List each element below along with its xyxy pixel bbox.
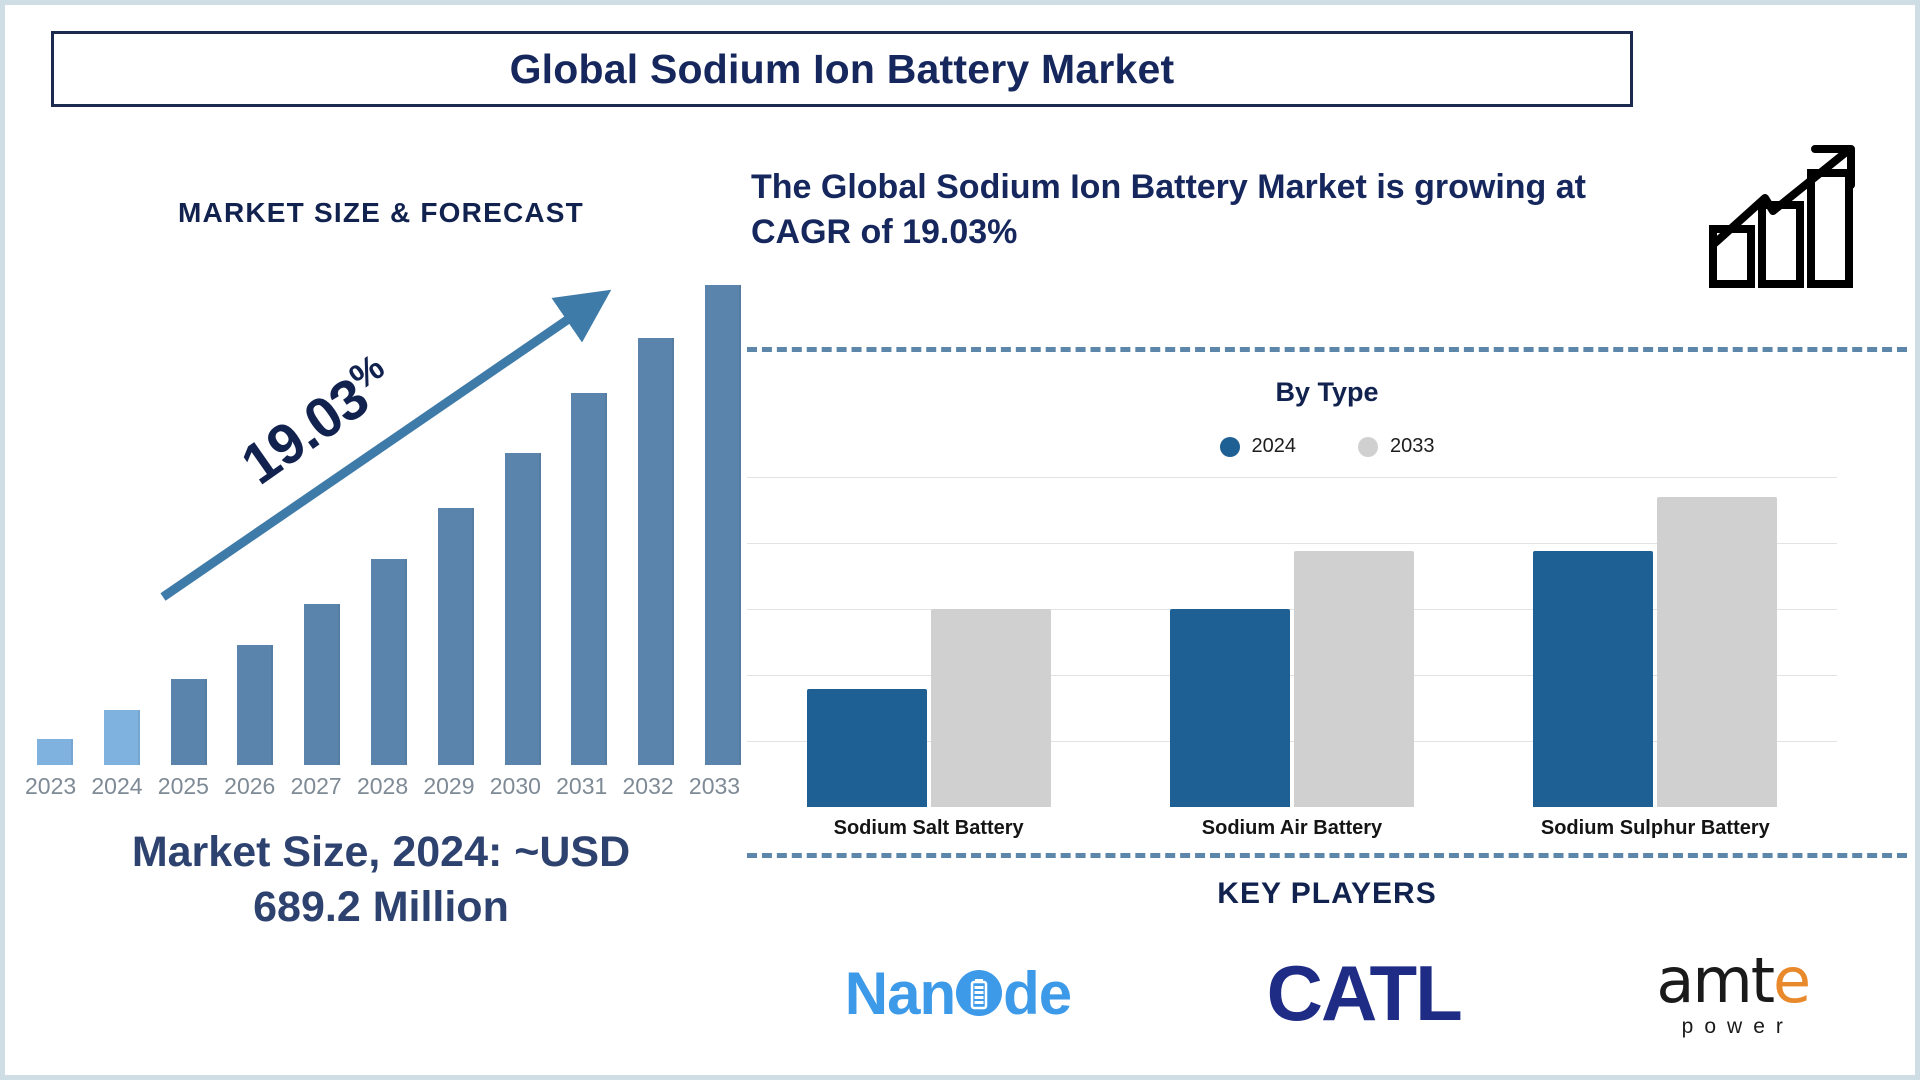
forecast-year-label: 2029	[423, 773, 475, 799]
page-title: Global Sodium Ion Battery Market	[509, 45, 1175, 92]
forecast-year-label: 2030	[489, 773, 541, 799]
logo-nanode: Nan de	[844, 959, 1072, 1028]
forecast-year-label: 2025	[157, 773, 209, 799]
market-forecast-chart: 19.03%	[31, 275, 747, 765]
logo-catl: CATL	[1266, 948, 1463, 1037]
forecast-bar	[638, 337, 675, 765]
by-type-category-label: Sodium Salt Battery	[833, 817, 1024, 839]
cagr-headline: The Global Sodium Ion Battery Market is …	[751, 168, 1586, 251]
logo-amte-power: amte power	[1656, 949, 1811, 1038]
by-type-bar	[1657, 496, 1778, 807]
forecast-bar	[370, 558, 407, 765]
by-type-chart	[747, 477, 1837, 807]
legend-item[interactable]: 2033	[1358, 435, 1435, 458]
battery-icon	[956, 970, 1003, 1016]
by-type-bars	[747, 477, 1837, 807]
growth-chart-icon	[1709, 145, 1855, 288]
forecast-bar	[304, 604, 341, 765]
by-type-bar	[1293, 551, 1414, 807]
key-players-logos: Nan de CATL amte power	[747, 933, 1907, 1053]
market-size-callout: Market Size, 2024: ~USD 689.2 Million	[23, 825, 739, 935]
gridline	[747, 609, 1837, 610]
forecast-bar	[437, 508, 474, 765]
right-panel: The Global Sodium Ion Battery Market is …	[747, 125, 1907, 1055]
forecast-year-label: 2028	[356, 773, 409, 799]
logo-amte-wordmark: amte	[1656, 949, 1811, 1012]
forecast-year-label: 2032	[622, 773, 674, 799]
bar-group	[1533, 496, 1778, 807]
gridline	[747, 675, 1837, 676]
logo-amte-subtext: power	[1681, 1014, 1794, 1038]
chart-gridlines	[747, 477, 1837, 807]
forecast-bar	[170, 678, 207, 765]
forecast-year-label: 2033	[688, 773, 741, 799]
divider-top	[747, 347, 1907, 352]
legend-color-dot	[1219, 436, 1240, 457]
by-type-bar	[1169, 608, 1290, 807]
by-type-heading: By Type	[1275, 377, 1379, 407]
forecast-year-axis: 2023 2024 2025 2026 2027 2028 2029 2030 2031 2032…	[23, 773, 741, 800]
left-panel: MARKET SIZE & FORECAST 19.03% 2023 2024 20…	[23, 125, 741, 1055]
forecast-bar	[504, 453, 541, 765]
bar-group	[806, 608, 1051, 807]
forecast-year-label: 2026	[224, 773, 276, 799]
forecast-year-label: 2027	[290, 773, 342, 799]
gridline	[747, 543, 1837, 544]
by-type-bar	[930, 608, 1051, 807]
market-size-line-1: Market Size, 2024: ~USD	[131, 828, 631, 876]
logo-nanode-text-1: Nan	[844, 959, 956, 1027]
key-players-heading: KEY PLAYERS	[1217, 877, 1437, 910]
legend-color-dot	[1358, 436, 1378, 457]
legend-label: 2024	[1251, 435, 1297, 457]
forecast-bar	[37, 738, 73, 765]
divider-bottom	[747, 853, 1907, 858]
by-type-bar	[806, 688, 927, 807]
forecast-bar	[704, 285, 741, 765]
page-title-box: Global Sodium Ion Battery Market	[51, 31, 1633, 107]
market-size-line-2: 689.2 Million	[253, 883, 509, 932]
by-type-category-axis: Sodium Salt Battery Sodium Air Battery Sod…	[747, 817, 1837, 840]
forecast-year-label: 2023	[25, 773, 77, 799]
logo-amte-accent-letter: e	[1773, 943, 1811, 1017]
by-type-category-label: Sodium Sulphur Battery	[1540, 817, 1770, 839]
market-size-forecast-heading: MARKET SIZE & FORECAST	[178, 197, 584, 228]
gridline	[747, 741, 1837, 742]
gridline	[747, 477, 1837, 478]
forecast-bar	[103, 709, 140, 765]
forecast-bar	[237, 645, 274, 765]
forecast-bars	[31, 275, 747, 765]
forecast-year-label: 2031	[556, 773, 608, 799]
logo-nanode-text-2: de	[1003, 959, 1072, 1027]
by-type-bar	[1533, 551, 1654, 807]
forecast-year-label: 2024	[91, 773, 143, 799]
bar-group	[1169, 551, 1414, 807]
by-type-category-label: Sodium Air Battery	[1201, 817, 1383, 839]
forecast-bar	[571, 393, 608, 765]
by-type-legend: 2024 2033	[747, 435, 1907, 458]
legend-label: 2033	[1390, 435, 1435, 457]
legend-item[interactable]: 2024	[1219, 435, 1297, 458]
logo-amte-text: amt	[1656, 943, 1775, 1017]
